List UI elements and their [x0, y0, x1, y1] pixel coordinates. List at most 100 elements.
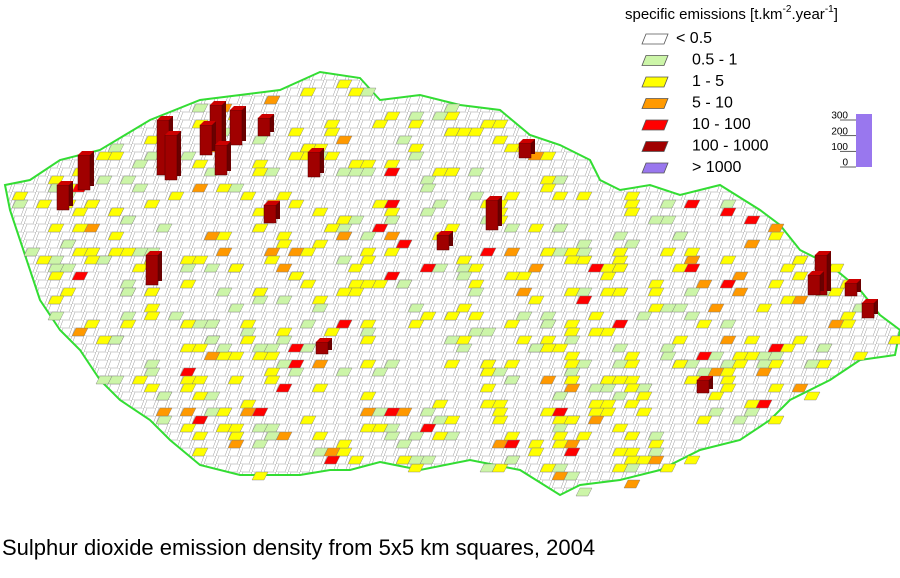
- grid-cell: [635, 391, 653, 401]
- grid-cell: [707, 303, 725, 313]
- column-top: [808, 271, 824, 275]
- grid-cell: [467, 311, 485, 321]
- grid-cell: [419, 207, 437, 217]
- grid-cell: [191, 159, 209, 169]
- grid-cell: [335, 367, 353, 377]
- grid-cell: [767, 359, 785, 369]
- grid-cell: [767, 279, 785, 289]
- grid-cell: [467, 127, 485, 137]
- grid-cell: [359, 167, 377, 177]
- grid-cell: [359, 359, 377, 369]
- grid-cell: [359, 255, 377, 265]
- grid-cell: [839, 319, 857, 329]
- grid-cell: [467, 167, 485, 177]
- column: [436, 234, 450, 251]
- grid-cell: [623, 239, 641, 249]
- grid-cell: [539, 319, 557, 329]
- grid-cell: [623, 191, 641, 201]
- grid-cell: [359, 391, 377, 401]
- grid-cell: [311, 303, 329, 313]
- grid-cell: [263, 431, 281, 441]
- grid-cell: [35, 199, 53, 209]
- grid-cell: [167, 311, 185, 321]
- column-side: [222, 101, 226, 146]
- grid-cell: [647, 215, 665, 225]
- country-area: [3, 70, 900, 497]
- column-side: [857, 279, 861, 292]
- scale-label: 0: [842, 158, 848, 169]
- grid-cell: [647, 287, 665, 297]
- grid-cell: [143, 383, 161, 393]
- grid-cell: [611, 231, 629, 241]
- grid-cell: [851, 351, 869, 361]
- grid-cell: [395, 439, 413, 449]
- grid-cell: [143, 135, 161, 145]
- grid-cell: [251, 167, 269, 177]
- grid-cell: [323, 447, 341, 457]
- grid-cell: [503, 223, 521, 233]
- grid-cell: [407, 455, 425, 465]
- grid-cell: [47, 295, 65, 305]
- column: [214, 144, 228, 176]
- grid-cell: [59, 239, 77, 249]
- column-top: [215, 141, 231, 145]
- grid-cell: [611, 263, 629, 273]
- grid-cell: [287, 271, 305, 281]
- grid-cell: [287, 367, 305, 377]
- grid-cell: [479, 463, 497, 473]
- legend-swatch: [641, 55, 669, 66]
- grid-cell: [611, 247, 629, 257]
- legend-label: < 0.5: [676, 30, 712, 47]
- grid-cell: [539, 247, 557, 257]
- column: [164, 134, 178, 181]
- grid-cell: [131, 375, 149, 385]
- column-side: [242, 106, 246, 141]
- grid-cell: [203, 319, 221, 329]
- grid-cell: [791, 295, 809, 305]
- grid-cell: [35, 255, 53, 265]
- column: [844, 282, 858, 297]
- column-top: [258, 114, 274, 118]
- legend: < 0.5 0.5 - 1 1 - 5 5 - 10 10 - 100 100 - 100…: [641, 30, 769, 176]
- grid-cell: [611, 287, 629, 297]
- column-top: [157, 116, 173, 120]
- grid-cell: [275, 263, 293, 273]
- height-scale: 300 200 100 0: [831, 111, 872, 169]
- grid-cell: [575, 431, 593, 441]
- column-side: [69, 181, 73, 206]
- grid-cell: [383, 271, 401, 281]
- grid-cell: [371, 423, 389, 433]
- grid-cell: [311, 383, 329, 393]
- column-top: [78, 151, 94, 155]
- column-top: [845, 279, 861, 283]
- grid-cell: [767, 223, 785, 233]
- column-side: [328, 338, 332, 350]
- grid-cell: [323, 223, 341, 233]
- grid-cell: [215, 247, 233, 257]
- column: [696, 379, 710, 394]
- grid-cell: [419, 311, 437, 321]
- grid-cell: [467, 287, 485, 297]
- legend-label: 0.5 - 1: [692, 52, 737, 69]
- grid-cell: [191, 103, 209, 113]
- grid-cell: [563, 255, 581, 265]
- grid-cell: [527, 295, 545, 305]
- caption: Sulphur dioxide emission density from 5x…: [2, 535, 595, 560]
- grid-cell: [683, 311, 701, 321]
- column-side: [531, 139, 535, 154]
- grid-cell: [443, 311, 461, 321]
- grid-cell: [503, 143, 521, 153]
- grid-cell: [767, 415, 785, 425]
- grid-cell: [503, 455, 521, 465]
- grid-cell: [107, 335, 125, 345]
- column-side: [498, 196, 502, 226]
- scale-label: 300: [831, 111, 848, 122]
- grid-cell: [395, 135, 413, 145]
- grid-cell: [107, 207, 125, 217]
- grid-cell: [347, 159, 365, 169]
- grid-cell: [275, 239, 293, 249]
- grid-cell: [251, 287, 269, 297]
- grid-cell: [431, 431, 449, 441]
- grid-cell: [335, 439, 353, 449]
- grid-cell: [407, 303, 425, 313]
